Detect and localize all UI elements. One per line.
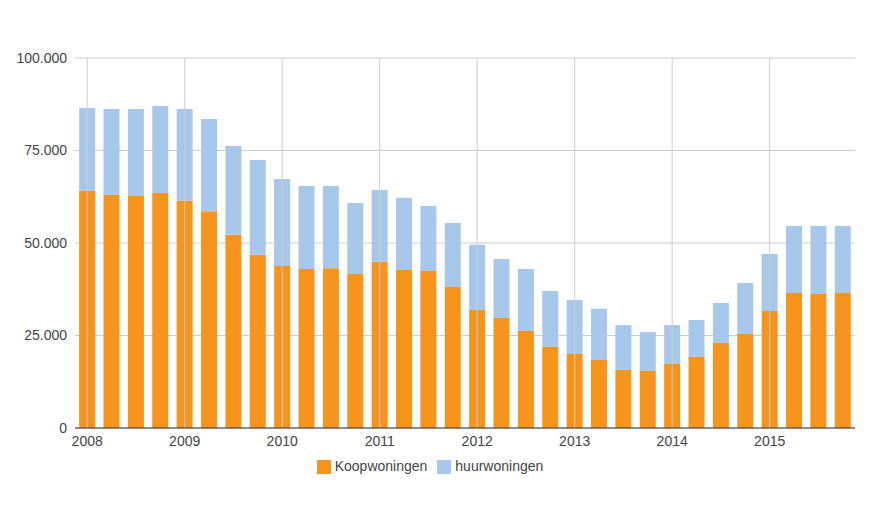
svg-text:2008: 2008 — [72, 433, 103, 449]
svg-text:2009: 2009 — [169, 433, 200, 449]
svg-text:2013: 2013 — [559, 433, 590, 449]
svg-text:2011: 2011 — [365, 433, 395, 449]
svg-text:0: 0 — [59, 420, 67, 436]
svg-text:75.000: 75.000 — [24, 142, 67, 158]
html-text:huurwoningen: huurwoningen — [455, 458, 544, 474]
svg-text:25.000: 25.000 — [24, 327, 67, 343]
svg-text:2012: 2012 — [462, 433, 493, 449]
html-text:Koopwoningen: Koopwoningen — [334, 458, 428, 474]
svg-text:2015: 2015 — [754, 433, 785, 449]
svg-text:50.000: 50.000 — [24, 235, 67, 251]
svg-text:2010: 2010 — [267, 433, 298, 449]
svg-text:2014: 2014 — [657, 433, 688, 449]
svg-text:100.000: 100.000 — [16, 50, 67, 66]
